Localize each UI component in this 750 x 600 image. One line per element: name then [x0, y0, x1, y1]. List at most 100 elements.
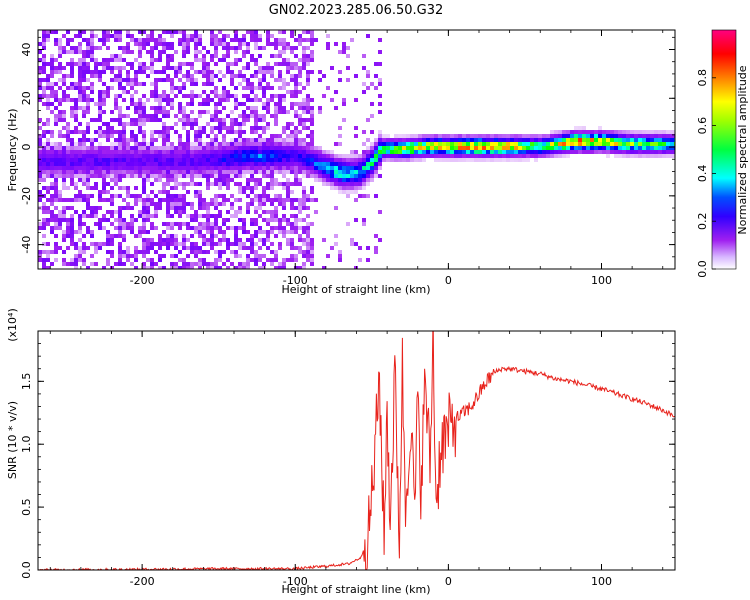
- heatmap-cell: [314, 178, 318, 182]
- heatmap-cell: [298, 206, 302, 210]
- heatmap-cell: [562, 154, 566, 158]
- heatmap-cell: [58, 110, 62, 114]
- heatmap-cell: [486, 154, 490, 158]
- heatmap-cell: [386, 146, 390, 150]
- heatmap-cell: [270, 230, 274, 234]
- heatmap-cell: [114, 98, 118, 102]
- heatmap-cell: [238, 122, 242, 126]
- heatmap-cell: [194, 78, 198, 82]
- heatmap-cell: [222, 162, 226, 166]
- heatmap-cell: [478, 154, 482, 158]
- heatmap-cell: [246, 62, 250, 66]
- heatmap-cell: [290, 122, 294, 126]
- heatmap-cell: [58, 170, 62, 174]
- heatmap-cell: [82, 66, 86, 70]
- heatmap-cell: [230, 242, 234, 246]
- heatmap-cell: [86, 174, 90, 178]
- heatmap-cell: [138, 106, 142, 110]
- heatmap-cell: [346, 158, 350, 162]
- heatmap-cell: [98, 62, 102, 66]
- heatmap-cell: [206, 162, 210, 166]
- heatmap-cell: [178, 138, 182, 142]
- heatmap-cell: [306, 238, 310, 242]
- heatmap-cell: [290, 46, 294, 50]
- heatmap-cell: [362, 130, 366, 134]
- heatmap-cell: [182, 234, 186, 238]
- heatmap-cell: [354, 186, 358, 190]
- heatmap-cell: [54, 70, 58, 74]
- heatmap-cell: [398, 142, 402, 146]
- heatmap-cell: [214, 182, 218, 186]
- heatmap-cell: [254, 250, 258, 254]
- heatmap-cell: [98, 110, 102, 114]
- heatmap-cell: [254, 206, 258, 210]
- heatmap-cell: [114, 178, 118, 182]
- heatmap-cell: [294, 62, 298, 66]
- heatmap-cell: [242, 86, 246, 90]
- heatmap-cell: [358, 246, 362, 250]
- heatmap-cell: [122, 98, 126, 102]
- heatmap-cell: [222, 222, 226, 226]
- heatmap-cell: [114, 78, 118, 82]
- heatmap-cell: [50, 74, 54, 78]
- heatmap-cell: [182, 146, 186, 150]
- heatmap-cell: [186, 174, 190, 178]
- heatmap-cell: [650, 150, 654, 154]
- heatmap-cell: [558, 134, 562, 138]
- heatmap-cell: [110, 146, 114, 150]
- heatmap-cell: [202, 202, 206, 206]
- heatmap-cell: [382, 134, 386, 138]
- heatmap-cell: [150, 50, 154, 54]
- heatmap-cell: [118, 118, 122, 122]
- heatmap-cell: [250, 174, 254, 178]
- heatmap-cell: [654, 146, 658, 150]
- heatmap-cell: [238, 190, 242, 194]
- heatmap-cell: [202, 54, 206, 58]
- heatmap-cell: [610, 134, 614, 138]
- heatmap-cell: [138, 154, 142, 158]
- heatmap-cell: [186, 142, 190, 146]
- heatmap-cell: [354, 198, 358, 202]
- heatmap-cell: [154, 166, 158, 170]
- heatmap-cell: [310, 174, 314, 178]
- heatmap-cell: [70, 58, 74, 62]
- heatmap-cell: [262, 106, 266, 110]
- heatmap-cell: [178, 118, 182, 122]
- heatmap-cell: [494, 138, 498, 142]
- heatmap-cell: [234, 162, 238, 166]
- heatmap-cell: [290, 254, 294, 258]
- heatmap-cell: [302, 238, 306, 242]
- heatmap-cell: [234, 102, 238, 106]
- heatmap-cell: [118, 94, 122, 98]
- heatmap-cell: [302, 106, 306, 110]
- heatmap-cell: [586, 130, 590, 134]
- heatmap-cell: [78, 30, 82, 34]
- heatmap-cell: [578, 142, 582, 146]
- heatmap-cell: [286, 146, 290, 150]
- heatmap-cell: [126, 114, 130, 118]
- heatmap-cell: [66, 162, 70, 166]
- heatmap-cell: [214, 234, 218, 238]
- heatmap-cell: [350, 182, 354, 186]
- heatmap-cell: [182, 170, 186, 174]
- heatmap-cell: [570, 138, 574, 142]
- heatmap-cell: [506, 138, 510, 142]
- heatmap-cell: [582, 150, 586, 154]
- heatmap-cell: [154, 214, 158, 218]
- heatmap-cell: [198, 230, 202, 234]
- heatmap-cell: [178, 194, 182, 198]
- heatmap-cell: [138, 110, 142, 114]
- heatmap-cell: [274, 122, 278, 126]
- heatmap-cell: [170, 150, 174, 154]
- heatmap-cell: [98, 154, 102, 158]
- heatmap-cell: [450, 158, 454, 162]
- heatmap-cell: [454, 138, 458, 142]
- heatmap-cell: [122, 50, 126, 54]
- heatmap-cell: [162, 186, 166, 190]
- heatmap-cell: [90, 30, 94, 34]
- heatmap-cell: [122, 138, 126, 142]
- heatmap-cell: [66, 138, 70, 142]
- heatmap-cell: [186, 226, 190, 230]
- heatmap-cell: [366, 258, 370, 262]
